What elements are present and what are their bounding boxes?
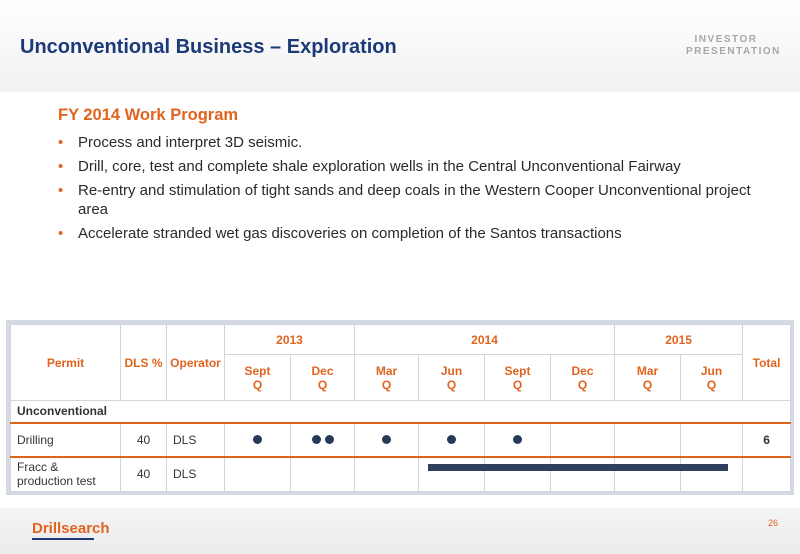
schedule-cell (614, 422, 682, 458)
schedule-cell (289, 456, 356, 492)
section-subtitle: FY 2014 Work Program (58, 106, 239, 124)
schedule-cell (354, 422, 420, 458)
activity-marker (513, 434, 523, 444)
year-header-2013: 2013 (223, 324, 356, 355)
dls-cell: 40 (120, 422, 167, 458)
schedule-cell (418, 456, 486, 492)
quarter-header: Dec Q (289, 354, 356, 401)
col-header-operator: Operator (166, 324, 225, 401)
work-program-table: Permit DLS % Operator 2013 2014 2015 Tot… (9, 324, 792, 492)
schedule-cell (289, 422, 356, 458)
work-program-table-frame: Permit DLS % Operator 2013 2014 2015 Tot… (6, 320, 794, 495)
bullet-item: Drill, core, test and complete shale exp… (58, 157, 778, 176)
quarter-header: Sept Q (224, 354, 291, 401)
badge-line-1: INVESTOR (694, 34, 758, 45)
schedule-cell (484, 422, 552, 458)
schedule-cell (224, 422, 291, 458)
year-header-2015: 2015 (614, 324, 744, 355)
quarter-header: Mar Q (614, 354, 682, 401)
slide-footer (0, 508, 800, 554)
total-cell: 6 (742, 422, 792, 458)
schedule-cell (354, 456, 420, 492)
investor-badge: INVESTOR PRESENTATION (686, 34, 781, 58)
page-number: 26 (767, 518, 778, 528)
dls-cell: 40 (120, 456, 167, 492)
schedule-cell (484, 456, 552, 492)
slide-title: Unconventional Business – Exploration (20, 36, 397, 58)
permit-cell: Drilling (10, 422, 121, 458)
logo-underline (32, 538, 94, 540)
schedule-cell (680, 422, 744, 458)
quarter-header: Dec Q (550, 354, 616, 401)
quarter-header: Sept Q (484, 354, 552, 401)
operator-cell: DLS (166, 456, 225, 492)
activity-marker (382, 434, 392, 444)
quarter-header: Jun Q (418, 354, 486, 401)
activity-marker (447, 434, 457, 444)
col-header-dls: DLS % (120, 324, 167, 401)
bullet-item: Accelerate stranded wet gas discoveries … (58, 224, 778, 243)
section-row-unconventional: Unconventional (9, 400, 792, 424)
badge-line-2: PRESENTATION (686, 46, 781, 57)
schedule-cell (614, 456, 682, 492)
schedule-cell (550, 422, 616, 458)
col-header-total: Total (742, 324, 792, 401)
schedule-cell (680, 456, 744, 492)
drillsearch-logo: Drillsearch (32, 520, 110, 540)
bullet-item: Re-entry and stimulation of tight sands … (58, 181, 778, 219)
quarter-header: Jun Q (680, 354, 744, 401)
table-row: Drilling 40 DLS 6 (10, 422, 792, 458)
schedule-cell (418, 422, 486, 458)
permit-cell: Fracc & production test (10, 456, 121, 492)
quarter-header: Mar Q (354, 354, 420, 401)
bullet-item: Process and interpret 3D seismic. (58, 133, 778, 152)
total-cell (742, 456, 792, 492)
bullet-list: Process and interpret 3D seismic. Drill,… (58, 133, 778, 248)
fracc-test-duration-bar (428, 464, 728, 471)
col-header-permit: Permit (10, 324, 121, 401)
schedule-cell (224, 456, 291, 492)
activity-marker (311, 434, 321, 444)
operator-cell: DLS (166, 422, 225, 458)
activity-marker (324, 434, 334, 444)
table-row: Fracc & production test 40 DLS (10, 456, 792, 492)
slide-header: Unconventional Business – Exploration IN… (0, 0, 800, 92)
activity-marker (253, 434, 262, 444)
schedule-cell (550, 456, 616, 492)
year-header-2014: 2014 (354, 324, 616, 355)
